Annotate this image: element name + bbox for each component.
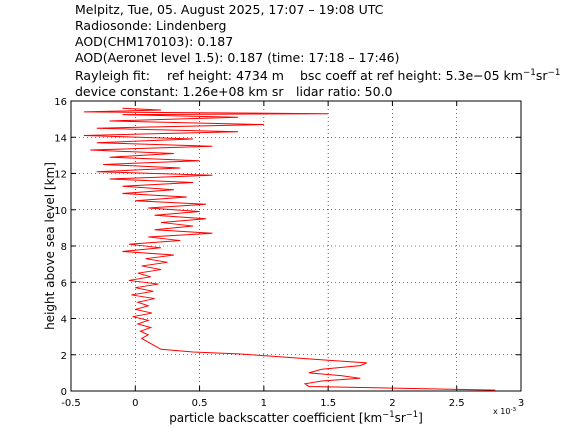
y-tick-label: 12 — [54, 170, 67, 181]
x-tick-label: -0.5 — [61, 398, 81, 409]
y-axis-label: height above sea level [km] — [43, 162, 57, 330]
y-tick-label: 2 — [61, 351, 67, 362]
text-segment: x 10 — [493, 407, 510, 416]
header-line: device constant: 1.26e+08 km sr — [75, 84, 284, 99]
superscript: -3 — [510, 407, 516, 413]
x-tick-label: 3 — [518, 398, 524, 409]
axes-box — [70, 100, 522, 392]
header-line: lidar ratio: 50.0 — [296, 84, 393, 99]
y-tick-label: 6 — [61, 278, 67, 289]
y-tick-label: 16 — [54, 97, 67, 108]
text-segment: ] — [418, 411, 423, 425]
x-tick-label: 2.5 — [449, 398, 465, 409]
x-tick-label: 0 — [132, 398, 138, 409]
header-line: Melpitz, Tue, 05. August 2025, 17:07 – 1… — [75, 2, 384, 17]
text-segment: sr — [536, 68, 549, 83]
y-tick-label: 10 — [54, 206, 67, 217]
header-line: AOD(Aeronet level 1.5): 0.187 (time: 17:… — [75, 50, 400, 65]
text-segment: particle backscatter coefficient [km — [169, 411, 382, 425]
x-axis-label: particle backscatter coefficient [km−1sr… — [169, 409, 423, 425]
y-tick-label: 0 — [61, 387, 67, 398]
header-line: bsc coeff at ref height: 5.3e−05 km−1sr−… — [300, 68, 560, 83]
x-multiplier: x 10-3 — [493, 407, 516, 416]
header-line: Rayleigh fit: — [75, 68, 150, 83]
superscript: −1 — [547, 68, 560, 78]
header-line: AOD(CHM170103): 0.187 — [75, 34, 233, 49]
header-line: Radiosonde: Lindenberg — [75, 18, 226, 33]
superscript: −1 — [382, 409, 394, 419]
x-tick-label: 1.5 — [320, 398, 336, 409]
x-tick-label: 2 — [389, 398, 395, 409]
header-line: ref height: 4734 m — [167, 68, 284, 83]
superscript: −1 — [406, 409, 418, 419]
x-tick-label: 1 — [261, 398, 267, 409]
superscript: −1 — [523, 68, 536, 78]
profile-line — [83, 107, 496, 391]
text-segment: sr — [395, 411, 406, 425]
text-segment: bsc coeff at ref height: 5.3e−05 km — [300, 68, 523, 83]
x-tick-label: 0.5 — [192, 398, 208, 409]
y-tick-label: 4 — [61, 315, 67, 326]
y-tick-label: 14 — [54, 133, 67, 144]
y-tick-label: 8 — [61, 242, 67, 253]
